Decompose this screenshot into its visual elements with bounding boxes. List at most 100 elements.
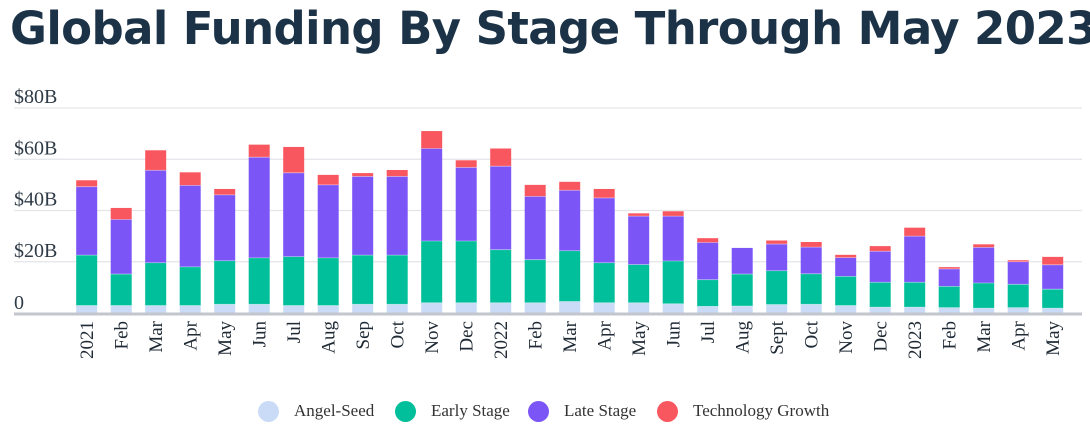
- bar-segment-late-stage[interactable]: [283, 172, 305, 257]
- legend-item-angel-seed[interactable]: Angel-Seed: [258, 396, 374, 426]
- bar-segment-late-stage[interactable]: [938, 268, 960, 287]
- bar-segment-angel-seed[interactable]: [766, 304, 788, 313]
- bar-segment-early-stage[interactable]: [1042, 289, 1064, 309]
- bar-segment-technology-growth[interactable]: [490, 148, 512, 167]
- bar-segment-technology-growth[interactable]: [179, 172, 201, 186]
- bar-segment-angel-seed[interactable]: [731, 306, 753, 313]
- bar-segment-technology-growth[interactable]: [524, 184, 546, 197]
- bar-segment-technology-growth[interactable]: [214, 188, 236, 195]
- bar-segment-early-stage[interactable]: [455, 240, 477, 303]
- bar-segment-angel-seed[interactable]: [662, 303, 684, 313]
- legend-item-early-stage[interactable]: Early Stage: [395, 396, 510, 426]
- bar-segment-early-stage[interactable]: [1007, 284, 1029, 308]
- bar-segment-late-stage[interactable]: [904, 236, 926, 283]
- bar-segment-angel-seed[interactable]: [179, 305, 201, 313]
- bar-segment-early-stage[interactable]: [490, 249, 512, 303]
- bar-segment-early-stage[interactable]: [835, 276, 857, 306]
- bar-segment-angel-seed[interactable]: [386, 304, 408, 313]
- bar-segment-angel-seed[interactable]: [490, 302, 512, 313]
- bar-segment-early-stage[interactable]: [559, 250, 581, 302]
- bar-segment-late-stage[interactable]: [145, 170, 167, 263]
- bar-segment-late-stage[interactable]: [697, 242, 719, 280]
- bar-segment-late-stage[interactable]: [524, 196, 546, 260]
- bar-segment-early-stage[interactable]: [800, 273, 822, 305]
- bar-segment-late-stage[interactable]: [490, 166, 512, 250]
- bar-segment-technology-growth[interactable]: [145, 150, 167, 171]
- bar-segment-early-stage[interactable]: [628, 264, 650, 303]
- bar-segment-late-stage[interactable]: [421, 148, 443, 241]
- legend-item-technology-growth[interactable]: Technology Growth: [657, 396, 829, 426]
- bar-segment-technology-growth[interactable]: [904, 227, 926, 237]
- bar-segment-early-stage[interactable]: [593, 262, 615, 303]
- bar-segment-angel-seed[interactable]: [455, 302, 477, 313]
- bar-segment-late-stage[interactable]: [386, 176, 408, 256]
- bar-segment-angel-seed[interactable]: [973, 308, 995, 313]
- bar-segment-angel-seed[interactable]: [76, 305, 98, 313]
- bar-segment-technology-growth[interactable]: [593, 188, 615, 198]
- bar-segment-angel-seed[interactable]: [904, 307, 926, 313]
- bar-segment-angel-seed[interactable]: [938, 307, 960, 313]
- bar-segment-angel-seed[interactable]: [214, 304, 236, 313]
- bar-segment-late-stage[interactable]: [110, 219, 132, 275]
- bar-segment-late-stage[interactable]: [455, 167, 477, 241]
- bar-segment-early-stage[interactable]: [904, 282, 926, 308]
- bar-segment-technology-growth[interactable]: [800, 242, 822, 248]
- bar-segment-technology-growth[interactable]: [973, 244, 995, 248]
- bar-segment-technology-growth[interactable]: [386, 170, 408, 177]
- bar-segment-angel-seed[interactable]: [697, 306, 719, 313]
- bar-segment-angel-seed[interactable]: [869, 307, 891, 313]
- bar-segment-late-stage[interactable]: [973, 247, 995, 284]
- bar-segment-angel-seed[interactable]: [593, 302, 615, 313]
- bar-segment-late-stage[interactable]: [1007, 261, 1029, 285]
- bar-segment-angel-seed[interactable]: [110, 305, 132, 313]
- bar-segment-late-stage[interactable]: [1042, 264, 1064, 290]
- bar-segment-technology-growth[interactable]: [352, 173, 374, 177]
- bar-segment-angel-seed[interactable]: [352, 304, 374, 313]
- bar-segment-late-stage[interactable]: [869, 251, 891, 283]
- bar-segment-late-stage[interactable]: [835, 257, 857, 277]
- bar-segment-technology-growth[interactable]: [76, 180, 98, 187]
- bar-segment-angel-seed[interactable]: [800, 304, 822, 313]
- bar-segment-early-stage[interactable]: [938, 286, 960, 308]
- bar-segment-early-stage[interactable]: [248, 257, 270, 305]
- bar-segment-late-stage[interactable]: [76, 186, 98, 256]
- bar-segment-early-stage[interactable]: [145, 262, 167, 306]
- bar-segment-late-stage[interactable]: [214, 194, 236, 261]
- bar-segment-technology-growth[interactable]: [1007, 260, 1029, 262]
- bar-segment-early-stage[interactable]: [973, 283, 995, 309]
- bar-segment-early-stage[interactable]: [524, 259, 546, 303]
- bar-segment-early-stage[interactable]: [662, 260, 684, 304]
- bar-segment-early-stage[interactable]: [697, 279, 719, 307]
- bar-segment-angel-seed[interactable]: [283, 305, 305, 313]
- bar-segment-technology-growth[interactable]: [662, 211, 684, 217]
- bar-segment-early-stage[interactable]: [352, 255, 374, 305]
- bar-segment-technology-growth[interactable]: [455, 160, 477, 168]
- bar-segment-late-stage[interactable]: [352, 176, 374, 256]
- bar-segment-technology-growth[interactable]: [766, 240, 788, 245]
- bar-segment-angel-seed[interactable]: [524, 302, 546, 313]
- bar-segment-technology-growth[interactable]: [248, 144, 270, 158]
- bar-segment-early-stage[interactable]: [179, 266, 201, 306]
- bar-segment-early-stage[interactable]: [76, 255, 98, 306]
- bar-segment-technology-growth[interactable]: [421, 131, 443, 149]
- bar-segment-angel-seed[interactable]: [1007, 307, 1029, 313]
- bar-segment-technology-growth[interactable]: [869, 246, 891, 252]
- bar-segment-technology-growth[interactable]: [938, 267, 960, 269]
- bar-segment-late-stage[interactable]: [662, 216, 684, 261]
- bar-segment-late-stage[interactable]: [731, 247, 753, 275]
- bar-segment-late-stage[interactable]: [628, 216, 650, 265]
- bar-segment-technology-growth[interactable]: [1042, 256, 1064, 265]
- bar-segment-late-stage[interactable]: [317, 184, 339, 258]
- bar-segment-early-stage[interactable]: [731, 274, 753, 307]
- bar-segment-angel-seed[interactable]: [317, 305, 339, 313]
- bar-segment-technology-growth[interactable]: [283, 146, 305, 173]
- bar-segment-angel-seed[interactable]: [835, 305, 857, 313]
- bar-segment-late-stage[interactable]: [593, 197, 615, 263]
- bar-segment-technology-growth[interactable]: [110, 207, 132, 220]
- bar-segment-angel-seed[interactable]: [1042, 308, 1064, 313]
- bar-segment-late-stage[interactable]: [248, 157, 270, 258]
- bar-segment-technology-growth[interactable]: [628, 213, 650, 217]
- bar-segment-early-stage[interactable]: [317, 257, 339, 306]
- bar-segment-early-stage[interactable]: [214, 260, 236, 305]
- bar-segment-early-stage[interactable]: [283, 256, 305, 306]
